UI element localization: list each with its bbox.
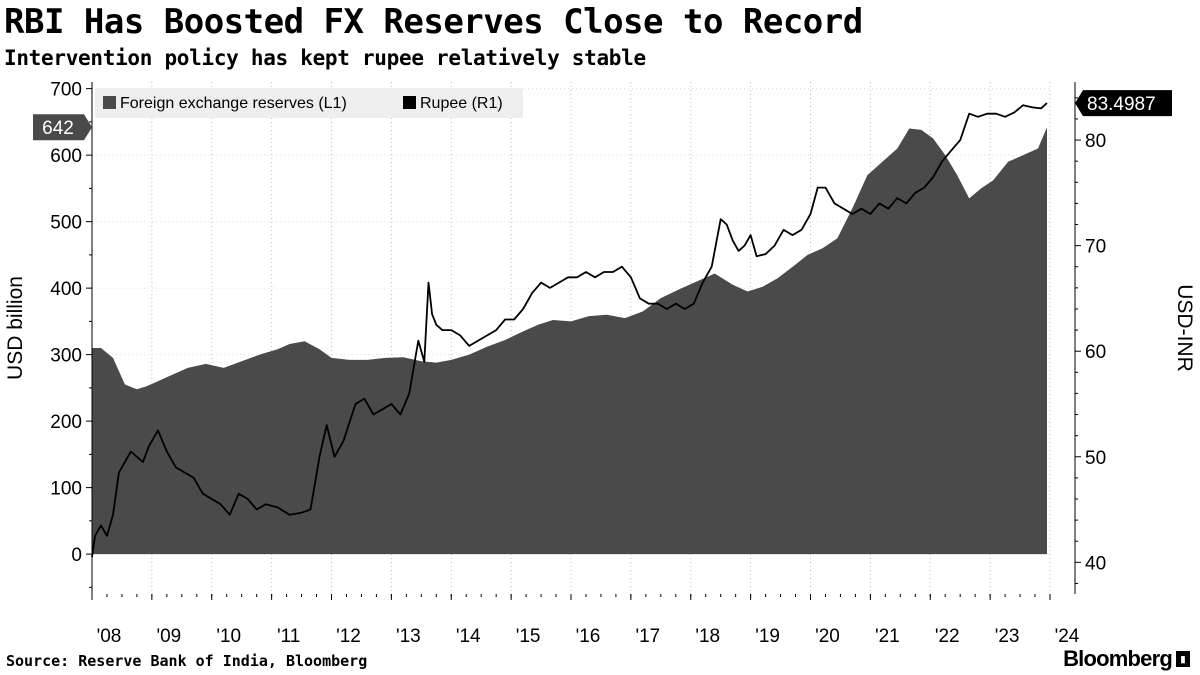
left-last-value-tag — [33, 114, 92, 141]
x-tick-label: '15 — [516, 626, 541, 647]
right-tick-label: 40 — [1085, 553, 1106, 574]
rupee-line-layer — [91, 102, 1048, 558]
x-tick-label: '11 — [277, 626, 300, 647]
left-tick-label: 200 — [50, 412, 82, 433]
chart-title: RBI Has Boosted FX Reserves Close to Rec… — [4, 2, 863, 42]
reserves-area — [92, 127, 1047, 555]
x-tick-label: '20 — [815, 626, 840, 647]
chart-subtitle: Intervention policy has kept rupee relat… — [4, 46, 646, 70]
left-tick-label: 300 — [50, 346, 82, 367]
left-tick-label: 400 — [50, 279, 82, 300]
x-tick-label: '14 — [456, 626, 481, 647]
x-tick-label: '12 — [336, 626, 361, 647]
source-note: Source: Reserve Bank of India, Bloomberg — [6, 652, 368, 670]
x-tick-label: '17 — [635, 626, 660, 647]
legend-swatch-rupee — [403, 96, 416, 109]
x-tick-label: '19 — [755, 626, 780, 647]
left-tick-label: 0 — [71, 545, 82, 566]
x-tick-label: '13 — [396, 626, 421, 647]
legend-swatch-reserves — [103, 96, 116, 109]
right-tick-label: 50 — [1085, 448, 1106, 469]
left-axis-title: USD billion — [4, 276, 27, 380]
x-tick-label: '08 — [97, 626, 122, 647]
bloomberg-logo: Bloomberg ▮ — [1063, 646, 1190, 672]
x-tick-label: '10 — [216, 626, 241, 647]
left-tick-label: 100 — [50, 479, 82, 500]
right-tick-label: 70 — [1085, 237, 1106, 258]
left-tick-label: 700 — [50, 80, 82, 101]
x-tick-label: '22 — [935, 626, 960, 647]
rupee-line — [91, 102, 1048, 558]
right-axis-title: USD-INR — [1173, 284, 1196, 372]
x-tick-label: '21 — [875, 626, 900, 647]
legend-label-rupee: Rupee (R1) — [420, 95, 503, 112]
left-last-value-label: 642 — [42, 118, 74, 139]
legend-box — [95, 88, 523, 118]
x-tick-label: '24 — [1055, 626, 1080, 647]
brand-name: Bloomberg — [1063, 646, 1173, 671]
left-tick-label: 600 — [50, 146, 82, 167]
x-tick-label: '23 — [995, 626, 1020, 647]
legend: Foreign exchange reserves (L1) Rupee (R1) — [95, 88, 523, 118]
right-last-value-tag — [1075, 90, 1172, 117]
x-tick-label: '09 — [156, 626, 181, 647]
left-tick-label: 500 — [50, 213, 82, 234]
bloomberg-terminal-icon: ▮ — [1176, 651, 1190, 667]
right-tick-label: 80 — [1085, 131, 1106, 152]
right-tick-label: 60 — [1085, 342, 1106, 363]
axis-layer: '08 '09 '10 '11 '12 '13 '14 '15 '16 '17 '18 '19 '20 '… — [4, 80, 1196, 647]
x-tick-label: '16 — [576, 626, 601, 647]
legend-label-reserves: Foreign exchange reserves (L1) — [120, 95, 347, 112]
right-last-value-label: 83.4987 — [1087, 94, 1156, 115]
value-label-layer: 642 83.4987 — [33, 90, 1172, 141]
reserves-area-layer — [92, 127, 1047, 555]
x-tick-label: '18 — [695, 626, 720, 647]
